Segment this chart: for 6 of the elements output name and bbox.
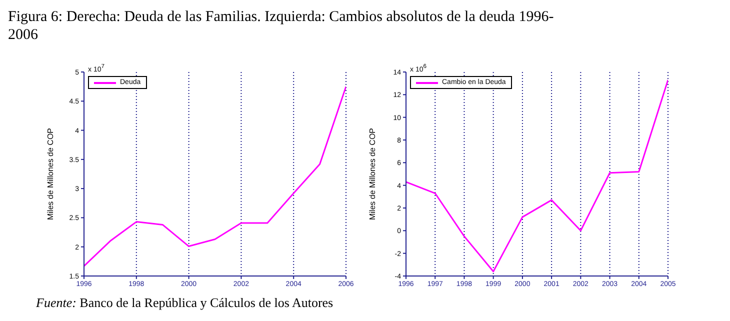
y-axis-title: Miles de Millones de COP <box>368 128 377 220</box>
y-axis-title: Miles de Millones de COP <box>46 128 55 220</box>
line-series <box>406 79 668 272</box>
chart-title: Figura 6: Derecha: Deuda de las Familias. Izquierda: Cambios absolutos de la deuda 1996-2006 <box>8 8 555 44</box>
line-series <box>84 86 346 267</box>
source-note: Fuente: Banco de la República y Cálculos de los Autores <box>36 295 334 311</box>
